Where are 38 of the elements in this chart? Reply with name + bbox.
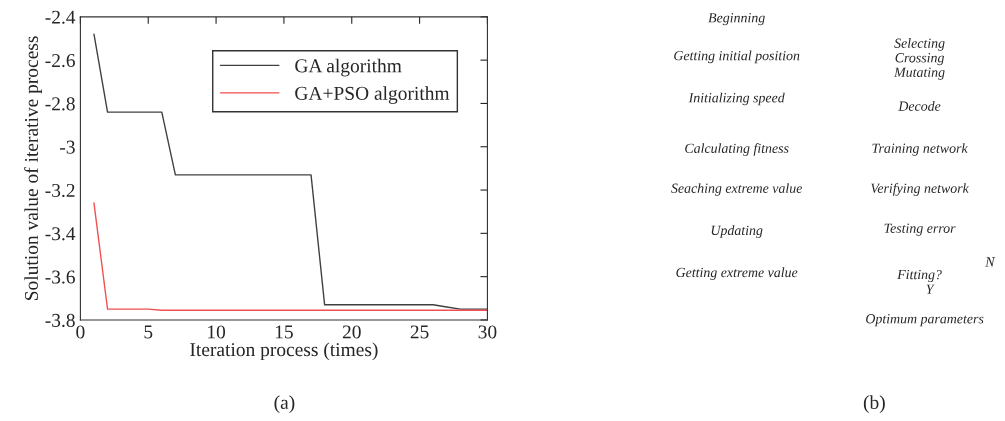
y-tick-label: -2.8	[45, 97, 75, 111]
text: Initializing speed	[688, 92, 785, 106]
text: Testing error	[884, 223, 956, 236]
y-tick-label: -3.8	[45, 313, 75, 327]
y-tick-label: -2.6	[45, 54, 75, 68]
text: (b)	[863, 395, 885, 413]
y-tick-label: -3.2	[45, 183, 75, 198]
line-series	[93, 33, 488, 310]
y-tick-label: -3.4	[45, 227, 76, 241]
y-tick-label: -2.4	[45, 10, 76, 24]
text: Seaching extreme value	[671, 183, 803, 196]
text: Selecting Crossing Mutating	[893, 38, 945, 80]
x-tick-label: 5	[144, 325, 153, 339]
legend-label: GA+PSO algorithm	[295, 86, 450, 104]
text: Verifying network	[871, 183, 969, 196]
legend-label: GA algorithm	[295, 58, 402, 77]
y-tick-label: -3	[60, 140, 75, 154]
text: Training network	[872, 143, 968, 156]
text: Updating	[711, 225, 763, 238]
x-tick-label: 30	[478, 325, 497, 339]
x-tick-label: 25	[410, 325, 429, 339]
y-tick-label: -3.6	[45, 270, 75, 284]
text: Fitting?	[897, 269, 942, 283]
text: Getting initial position	[674, 50, 800, 64]
text: Getting extreme value	[676, 267, 798, 280]
y-axis-title: Solution value of iterative process	[24, 36, 42, 300]
text: Optimum parameters	[866, 314, 984, 327]
x-tick-label: 10	[208, 325, 226, 339]
text: N	[985, 257, 996, 267]
x-tick-label: 20	[342, 325, 361, 339]
text: Beginning	[708, 13, 765, 26]
x-tick-label: 15	[275, 325, 293, 339]
text: Calculating fitness	[685, 143, 789, 156]
text: (a)	[274, 395, 295, 413]
text: Y	[926, 284, 935, 294]
x-axis-title: Iteration process (times)	[190, 342, 378, 361]
x-tick-label: 0	[76, 325, 85, 339]
text: Decode	[898, 101, 941, 111]
